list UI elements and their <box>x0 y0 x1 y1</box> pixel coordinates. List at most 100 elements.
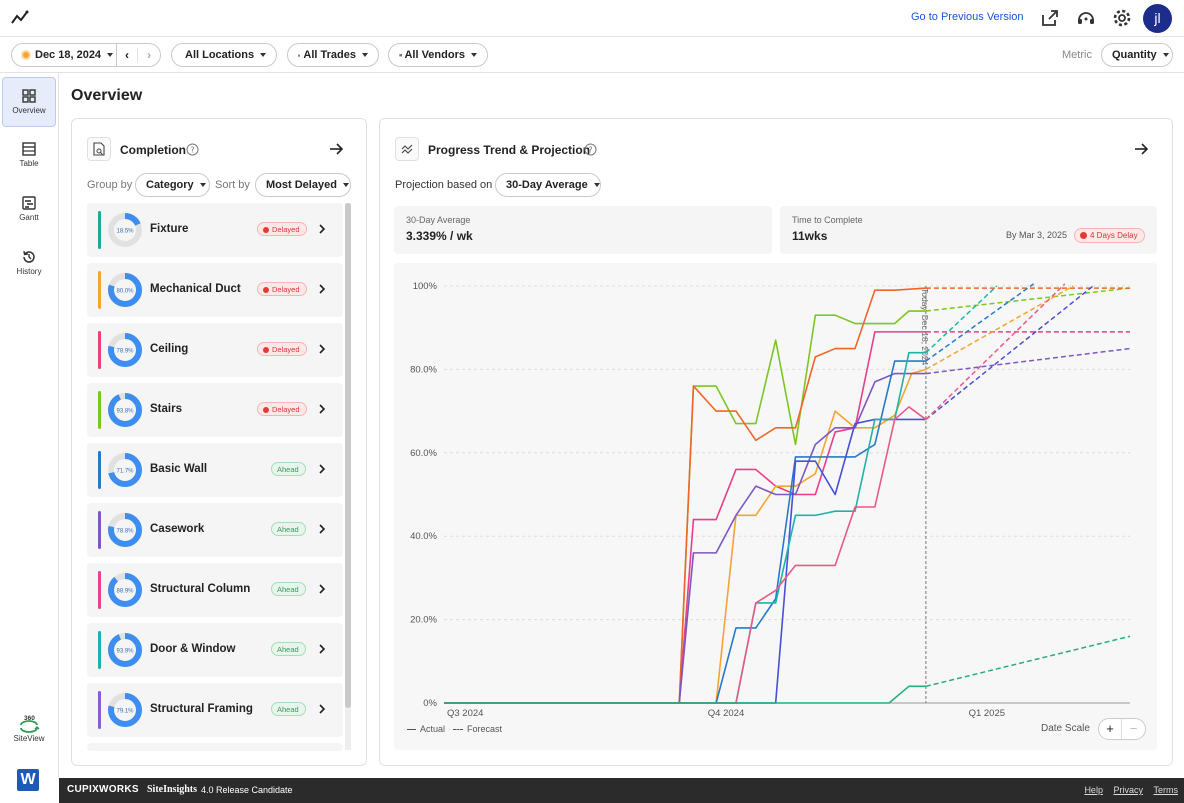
page-title: Overview <box>71 87 143 104</box>
zoom-in-button[interactable]: + <box>1099 719 1123 739</box>
next-date-button[interactable]: › <box>147 48 152 62</box>
list-item[interactable]: 78.9% Ceiling Delayed <box>87 323 343 377</box>
today-label: Today, Dec 18, 2024 <box>920 288 930 366</box>
progress-title: Progress Trend & Projection <box>428 143 591 157</box>
x-tick-label: Q3 2024 <box>447 708 483 719</box>
privacy-link[interactable]: Privacy <box>1113 785 1143 795</box>
nav-history[interactable]: History <box>2 239 56 289</box>
chevron-right-icon[interactable] <box>317 283 327 295</box>
caret-down-icon <box>107 53 114 57</box>
previous-date-button[interactable]: ‹ <box>117 48 139 62</box>
date-status-icon <box>21 50 31 60</box>
settings-gear-icon[interactable] <box>1112 8 1132 28</box>
trades-filter[interactable]: All Trades <box>287 43 379 67</box>
list-item[interactable]: 71.7% Basic Wall Ahead <box>87 443 343 497</box>
status-text: Ahead <box>277 645 299 654</box>
terms-link[interactable]: Terms <box>1153 785 1179 795</box>
top-bar: Go to Previous Version jl <box>0 0 1184 37</box>
svg-text:?: ? <box>190 145 194 154</box>
legend-forecast: Forecast <box>467 724 503 734</box>
nav-gantt[interactable]: Gantt <box>2 185 56 235</box>
category-label: Casework <box>150 523 205 535</box>
vendors-group-icon <box>399 53 403 57</box>
category-color-bar <box>98 631 101 669</box>
metric-dropdown[interactable]: Quantity <box>1101 43 1173 67</box>
chevron-right-icon[interactable] <box>317 523 327 535</box>
help-link[interactable]: Help <box>1084 785 1103 795</box>
status-badge: Ahead <box>271 582 306 596</box>
chevron-right-icon[interactable] <box>317 403 327 415</box>
chevron-right-icon[interactable] <box>317 463 327 475</box>
completion-percent: 78.8% <box>116 529 134 535</box>
x-tick-label: Q4 2024 <box>708 708 744 719</box>
trades-label: All Trades <box>303 49 356 61</box>
zoom-out-button[interactable]: − <box>1129 721 1138 736</box>
completion-percent: 18.5% <box>116 229 134 235</box>
help-icon[interactable]: ? <box>584 143 597 156</box>
progress-chart-area: 0% 20.0% 40.0% 60.0% 80.0% 100% Q3 2024 Q4 2024… <box>394 263 1157 750</box>
chevron-right-icon[interactable] <box>317 343 327 355</box>
share-export-icon[interactable] <box>1040 8 1060 28</box>
ttc-label: Time to Complete <box>792 215 863 225</box>
date-dropdown[interactable]: Dec 18, 2024 <box>12 44 117 66</box>
list-item[interactable]: 78.8% Casework Ahead <box>87 503 343 557</box>
caret-down-icon <box>260 53 267 57</box>
trend-logo-icon[interactable] <box>10 9 30 27</box>
progress-chart[interactable]: 0% 20.0% 40.0% 60.0% 80.0% 100% Q3 2024 Q4 2024… <box>394 263 1157 750</box>
forecast-line-icon <box>453 728 464 730</box>
list-item[interactable]: 80.0% Mechanical Duct Delayed <box>87 263 343 317</box>
status-badge: Ahead <box>271 522 306 536</box>
vendors-filter[interactable]: All Vendors <box>388 43 488 67</box>
sort-by-value: Most Delayed <box>266 179 337 191</box>
locations-filter[interactable]: All Locations <box>171 43 277 67</box>
help-icon[interactable]: ? <box>186 143 199 156</box>
list-item[interactable]: 18.5% Fixture Delayed <box>87 203 343 257</box>
list-item[interactable]: 88.9% Structural Column Ahead <box>87 563 343 617</box>
status-badge: Ahead <box>271 702 306 716</box>
group-by-dropdown[interactable]: Category <box>135 173 210 197</box>
sort-by-dropdown[interactable]: Most Delayed <box>255 173 351 197</box>
nav-gantt-label: Gantt <box>19 213 39 222</box>
delay-dot-icon <box>1080 232 1087 239</box>
actual-line-icon <box>407 728 416 730</box>
chevron-right-icon[interactable] <box>317 643 327 655</box>
projection-value: 30-Day Average <box>506 179 588 191</box>
completion-ring: 93.8% <box>108 393 142 427</box>
chevron-right-icon[interactable] <box>317 703 327 715</box>
ttc-value: 11wks <box>792 229 828 243</box>
average-stat-box: 30-Day Average 3.339% / wk <box>394 206 772 254</box>
average-label: 30-Day Average <box>406 215 471 225</box>
support-headset-icon[interactable] <box>1076 8 1096 28</box>
status-dot-icon <box>263 287 269 293</box>
date-scale-label: Date Scale <box>1041 723 1090 734</box>
nav-table[interactable]: Table <box>2 131 56 181</box>
projection-dropdown[interactable]: 30-Day Average <box>495 173 601 197</box>
list-item[interactable]: 93.8% Stairs Delayed <box>87 383 343 437</box>
status-text: Ahead <box>277 705 299 714</box>
trend-lines-icon <box>401 144 413 154</box>
nav-siteview[interactable]: 360 SiteView <box>2 707 56 751</box>
user-avatar[interactable]: jl <box>1143 4 1172 33</box>
completion-percent: 93.8% <box>116 409 134 415</box>
list-scrollbar-thumb[interactable] <box>345 203 351 708</box>
side-nav: Overview Table Gantt History 360 SiteVie… <box>0 73 59 791</box>
y-tick-label: 60.0% <box>410 448 437 459</box>
filter-bar: Dec 18, 2024 ‹ › All Locations All Trade… <box>0 37 1184 73</box>
sort-by-label: Sort by <box>215 179 250 191</box>
previous-version-link[interactable]: Go to Previous Version <box>911 11 1024 23</box>
series-forecast-line <box>925 285 998 354</box>
category-color-bar <box>98 691 101 729</box>
completion-percent: 93.9% <box>116 649 134 655</box>
progress-card-icon <box>395 137 419 161</box>
chevron-right-icon[interactable] <box>317 223 327 235</box>
arrow-right-icon[interactable] <box>1133 141 1149 157</box>
list-item[interactable]: 93.9% Door & Window Ahead <box>87 623 343 677</box>
nav-overview[interactable]: Overview <box>2 77 56 127</box>
chart-legend: Actual Forecast <box>407 724 502 734</box>
completion-ring: 93.9% <box>108 633 142 667</box>
status-dot-icon <box>263 227 269 233</box>
arrow-right-icon[interactable] <box>328 141 344 157</box>
list-item[interactable]: 79.1% Structural Framing Ahead <box>87 683 343 737</box>
chevron-right-icon[interactable] <box>317 583 327 595</box>
y-tick-label: 80.0% <box>410 364 437 375</box>
